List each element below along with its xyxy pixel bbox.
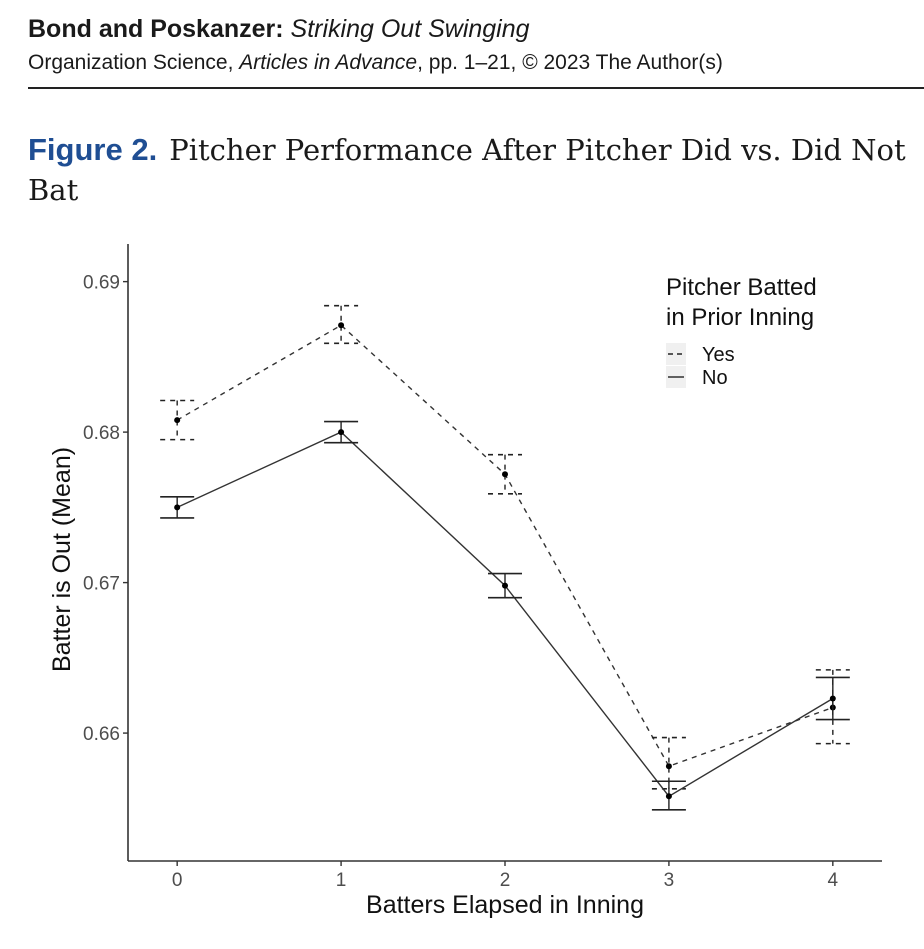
legend-title-line2: in Prior Inning	[666, 304, 814, 331]
x-tick-label: 3	[664, 870, 675, 891]
journal-pages: , pp. 1–21, © 2023 The Author(s)	[417, 51, 723, 74]
data-point	[338, 322, 345, 329]
y-tick-label: 0.68	[83, 423, 120, 444]
chart-axes: 0.66 0.67 0.68 0.69 0 1 2 3 4 Batters Elapsed in …	[48, 244, 882, 919]
x-tick-label: 1	[336, 870, 347, 891]
legend-key-bg	[666, 343, 686, 365]
figure-caption: Figure 2. Pitcher Performance After Pitch…	[28, 130, 908, 210]
data-point	[665, 793, 672, 800]
data-point	[502, 582, 508, 589]
data-point	[338, 429, 345, 436]
x-tick-label: 2	[500, 870, 511, 891]
header-article-title: Striking Out Swinging	[290, 15, 530, 43]
data-point	[174, 504, 181, 511]
data-point	[829, 695, 836, 702]
x-tick-label: 0	[172, 870, 183, 891]
chart-series	[160, 304, 850, 811]
data-point	[665, 763, 672, 770]
data-point	[174, 417, 181, 424]
figure-caption-text: Pitcher Performance After Pitcher Did vs…	[28, 133, 906, 207]
legend-entry-yes: Yes	[702, 344, 735, 366]
x-axis-label: Batters Elapsed in Inning	[366, 891, 644, 919]
error-bar	[651, 736, 686, 790]
legend-title-line1: Pitcher Batted	[666, 274, 817, 301]
y-tick-label: 0.67	[83, 574, 120, 595]
figure-label: Figure 2.	[28, 132, 158, 167]
error-bar	[488, 453, 522, 495]
y-axis-label: Batter is Out (Mean)	[48, 447, 76, 672]
series-no	[160, 420, 850, 811]
y-tick-label: 0.66	[83, 724, 120, 745]
series-yes	[160, 304, 850, 790]
line-chart: 0.66 0.67 0.68 0.69 0 1 2 3 4 Batters Elapsed in …	[48, 244, 882, 919]
journal-line: Organization Science, Articles in Advanc…	[28, 50, 723, 76]
header-rule	[28, 87, 924, 89]
running-header: Bond and Poskanzer: Striking Out Swingin…	[28, 14, 530, 44]
header-authors: Bond and Poskanzer:	[28, 15, 284, 43]
data-point	[502, 471, 508, 478]
x-tick-label: 4	[828, 870, 839, 891]
legend-entry-no: No	[702, 367, 728, 389]
error-bar	[160, 399, 195, 441]
journal-name: Organization Science,	[28, 51, 234, 74]
journal-status: Articles in Advance	[239, 51, 418, 74]
error-bar	[324, 304, 359, 345]
series-line-yes	[176, 324, 834, 768]
y-tick-label: 0.69	[83, 273, 120, 294]
